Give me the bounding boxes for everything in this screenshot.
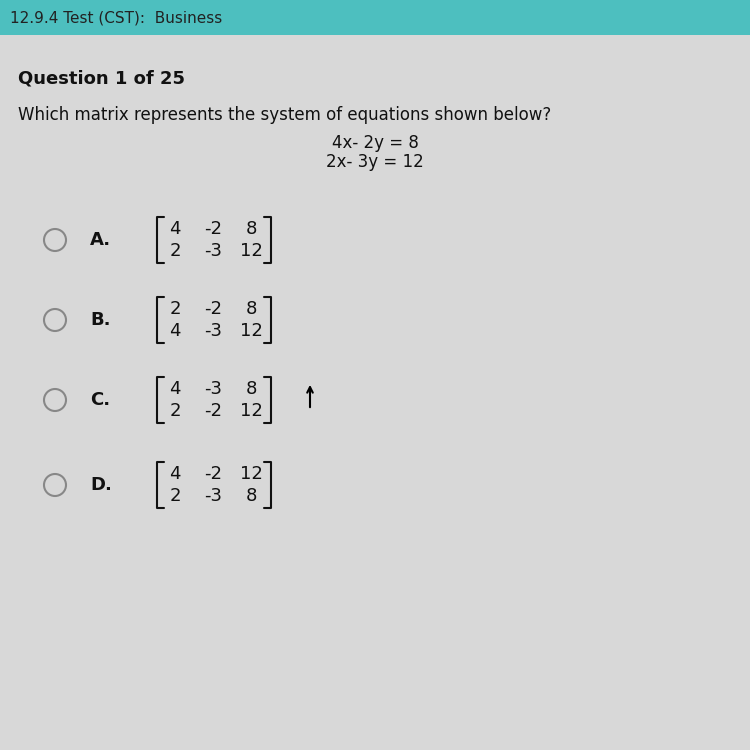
Text: 12: 12 <box>239 465 262 483</box>
Text: 2: 2 <box>170 487 181 505</box>
Text: 12: 12 <box>239 242 262 260</box>
Text: Which matrix represents the system of equations shown below?: Which matrix represents the system of eq… <box>18 106 551 124</box>
Text: -3: -3 <box>204 380 222 398</box>
Text: 8: 8 <box>245 380 256 398</box>
Text: 8: 8 <box>245 220 256 238</box>
Text: 4: 4 <box>170 465 181 483</box>
Text: 8: 8 <box>245 300 256 318</box>
Text: -2: -2 <box>204 220 222 238</box>
Text: Question 1 of 25: Question 1 of 25 <box>18 69 185 87</box>
Text: B.: B. <box>90 311 110 329</box>
Text: C.: C. <box>90 391 110 409</box>
Text: D.: D. <box>90 476 112 494</box>
Text: -2: -2 <box>204 402 222 420</box>
Text: 4: 4 <box>170 380 181 398</box>
Text: 4: 4 <box>170 322 181 340</box>
Text: 4x- 2y = 8: 4x- 2y = 8 <box>332 134 419 152</box>
Text: 8: 8 <box>245 487 256 505</box>
Text: 12: 12 <box>239 322 262 340</box>
Text: -2: -2 <box>204 300 222 318</box>
Text: 2x- 3y = 12: 2x- 3y = 12 <box>326 153 424 171</box>
Text: -3: -3 <box>204 322 222 340</box>
Text: 2: 2 <box>170 242 181 260</box>
Text: 2: 2 <box>170 402 181 420</box>
Text: 2: 2 <box>170 300 181 318</box>
FancyBboxPatch shape <box>0 0 750 35</box>
Text: -2: -2 <box>204 465 222 483</box>
Text: -3: -3 <box>204 242 222 260</box>
Text: -3: -3 <box>204 487 222 505</box>
Text: 4: 4 <box>170 220 181 238</box>
Text: 12: 12 <box>239 402 262 420</box>
Text: A.: A. <box>90 231 111 249</box>
Text: 12.9.4 Test (CST):  Business: 12.9.4 Test (CST): Business <box>10 10 222 26</box>
